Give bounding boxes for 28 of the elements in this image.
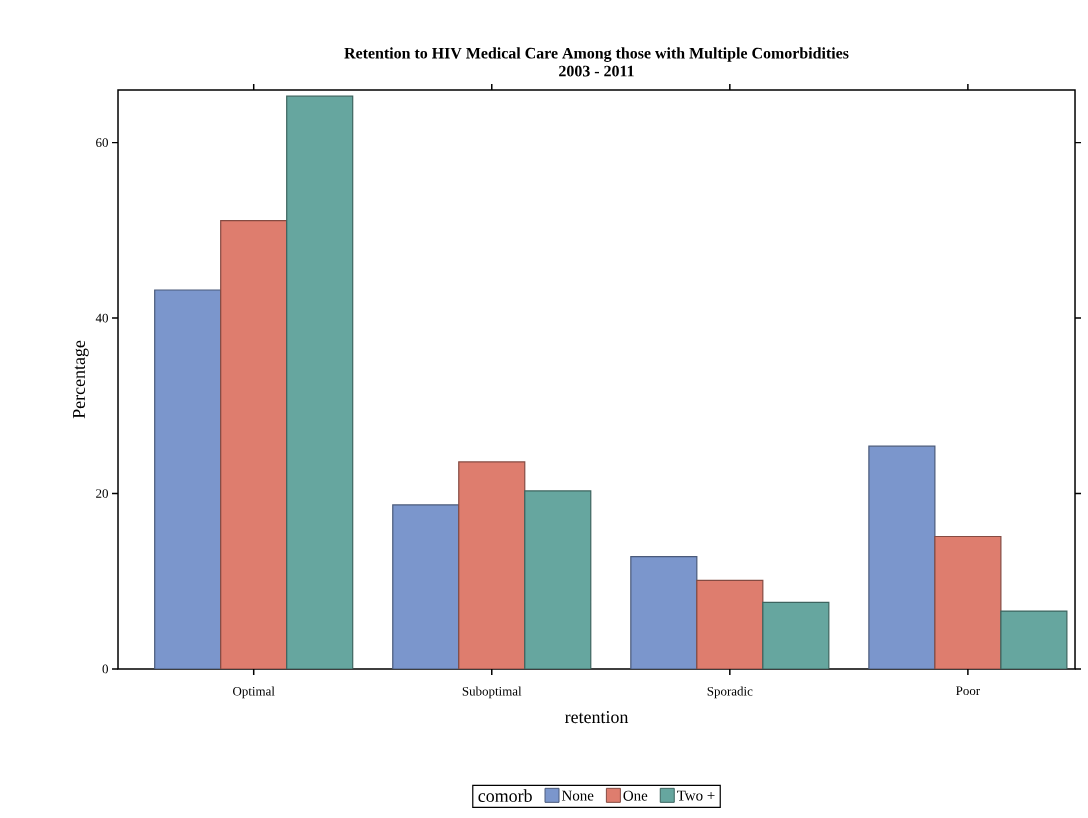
chart-title: Retention to HIV Medical Care Among those with Multiple Comorbidities	[344, 47, 849, 62]
x-axis-title: retention	[565, 711, 629, 724]
bar	[868, 445, 936, 669]
x-tick-label: Sporadic	[707, 686, 753, 699]
bar	[220, 220, 288, 669]
y-tick-label: 60	[96, 138, 108, 147]
y-tick-label: 20	[96, 489, 108, 498]
bar	[762, 601, 830, 669]
y-axis-title: Percentage	[73, 340, 89, 419]
x-tick-label: Optimal	[233, 686, 275, 699]
bar	[392, 504, 460, 669]
bar	[458, 461, 526, 669]
bar	[1000, 610, 1068, 669]
bar	[154, 289, 222, 669]
legend-label: Two +	[677, 790, 715, 801]
legend-label: One	[623, 790, 648, 801]
bar	[286, 95, 354, 669]
bar	[524, 490, 592, 669]
x-tick-label: Poor	[956, 686, 981, 696]
chart-subtitle: 2003 - 2011	[559, 65, 634, 77]
legend-label: None	[561, 790, 594, 801]
legend-title: comorb	[478, 789, 532, 802]
y-tick-label: 40	[95, 313, 108, 323]
bar	[934, 535, 1002, 669]
x-tick-label: Suboptimal	[462, 686, 522, 699]
bar	[630, 556, 698, 669]
y-tick-label: 0	[102, 664, 108, 674]
bar	[696, 579, 764, 669]
